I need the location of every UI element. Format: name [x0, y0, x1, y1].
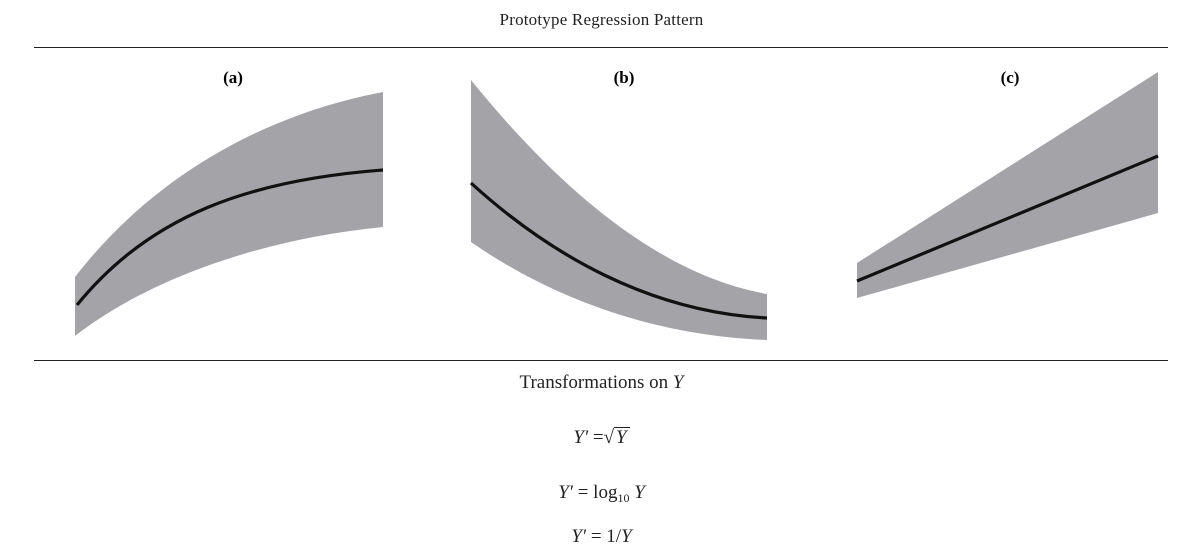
panel-b-label: (b)	[614, 68, 635, 87]
panel-c: (c)	[856, 68, 1159, 298]
panel-b-curve	[469, 181, 768, 320]
transformations-heading: Transformations on Y	[0, 372, 1203, 394]
eq1-lhs: Y′	[573, 427, 589, 448]
sqrt-symbol: √ Y	[604, 427, 630, 449]
regression-panels: (a) (b) (c)	[75, 68, 1159, 340]
panel-a: (a)	[75, 68, 384, 336]
transformations-heading-var: Y	[672, 372, 684, 393]
eq3-num: 1/	[606, 526, 622, 547]
equation-reciprocal: Y′ = 1/Y	[0, 526, 1203, 548]
panel-a-band	[75, 92, 383, 336]
top-rule	[34, 47, 1168, 48]
panel-a-label: (a)	[223, 68, 243, 87]
eq2-fn: log	[593, 482, 618, 503]
panel-b-band	[471, 80, 767, 340]
eq3-op: =	[590, 526, 602, 547]
radical-sign-icon: √	[603, 427, 615, 448]
equation-sqrt: Y′ =√ Y	[0, 427, 1203, 449]
eq3-arg: Y	[621, 526, 632, 547]
eq2-lhs: Y′	[558, 482, 573, 503]
figure-title: Prototype Regression Pattern	[499, 10, 704, 29]
eq2-base: 10	[617, 491, 630, 505]
panel-b: (b)	[469, 68, 768, 340]
panel-c-band	[857, 72, 1158, 298]
panel-a-curve	[75, 168, 384, 307]
eq1-op: =	[592, 427, 604, 448]
eq2-arg: Y	[634, 482, 645, 503]
eq3-lhs: Y′	[571, 526, 587, 547]
equation-log: Y′ = log10 Y	[0, 482, 1203, 506]
eq2-op: =	[577, 482, 589, 503]
bottom-rule	[34, 360, 1168, 361]
panel-c-line	[856, 154, 1159, 283]
eq1-radicand: Y	[614, 427, 630, 449]
panel-c-label: (c)	[1001, 68, 1020, 87]
transformations-heading-text: Transformations on	[519, 372, 669, 393]
